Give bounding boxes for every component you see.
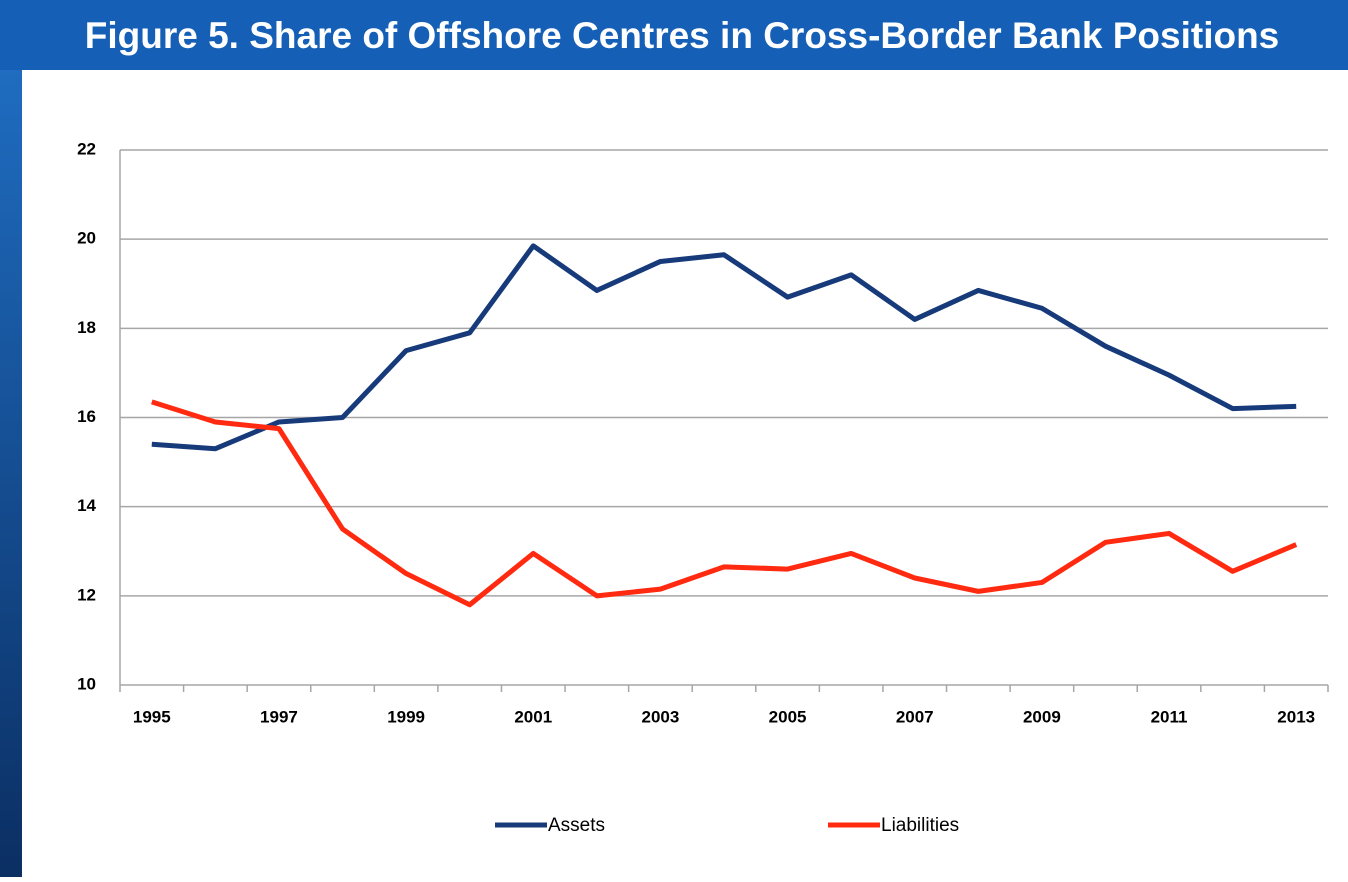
y-tick-label: 16 bbox=[77, 407, 96, 426]
x-tick-label: 2003 bbox=[642, 707, 680, 726]
title-bar bbox=[0, 0, 1348, 70]
x-tick-label: 1995 bbox=[133, 707, 171, 726]
x-tick-label: 2001 bbox=[514, 707, 552, 726]
x-tick-label: 2005 bbox=[769, 707, 807, 726]
x-tick-label: 2013 bbox=[1277, 707, 1315, 726]
x-tick-label: 2009 bbox=[1023, 707, 1061, 726]
y-tick-label: 22 bbox=[77, 139, 96, 158]
series-line bbox=[151, 399, 1298, 608]
x-tick-label: 1999 bbox=[387, 707, 425, 726]
y-tick-label: 14 bbox=[77, 496, 96, 515]
x-tick-label: 2007 bbox=[896, 707, 934, 726]
legend-label: Liabilities bbox=[881, 815, 959, 836]
y-tick-label: 12 bbox=[77, 585, 96, 604]
y-tick-label: 10 bbox=[77, 674, 96, 693]
y-tick-label: 18 bbox=[77, 318, 96, 337]
chart-title: Figure 5. Share of Offshore Centres in C… bbox=[85, 15, 1280, 56]
x-tick-label: 1997 bbox=[260, 707, 298, 726]
x-tick-label: 2011 bbox=[1151, 707, 1188, 726]
side-bar bbox=[0, 70, 22, 877]
y-tick-label: 20 bbox=[77, 229, 96, 248]
series-line bbox=[151, 243, 1297, 452]
legend-label: Assets bbox=[548, 815, 605, 836]
